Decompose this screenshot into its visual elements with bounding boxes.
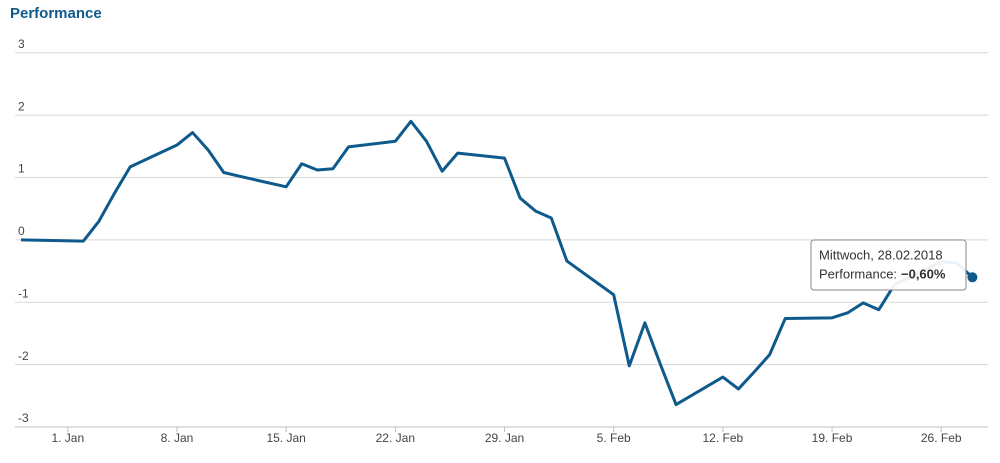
tooltip-date: Mittwoch, 28.02.2018 <box>819 247 943 262</box>
x-tick-label: 1. Jan <box>51 431 84 445</box>
chart-title: Performance <box>10 5 102 22</box>
y-tick-label: 1 <box>18 162 25 176</box>
x-tick-label: 5. Feb <box>597 431 631 445</box>
tooltip-value: −0,60% <box>901 266 946 281</box>
x-tick-label: 8. Jan <box>161 431 194 445</box>
y-tick-label: 2 <box>18 99 25 113</box>
x-tick-label: 29. Jan <box>485 431 524 445</box>
tooltip-label: Performance: <box>819 266 897 281</box>
y-tick-label: -2 <box>18 349 29 363</box>
y-tick-label: 3 <box>18 37 25 51</box>
hover-point <box>967 272 978 283</box>
tooltip: Mittwoch, 28.02.2018 Performance: −0,60% <box>810 239 967 291</box>
x-tick-label: 19. Feb <box>812 431 853 445</box>
y-tick-label: -1 <box>18 286 29 300</box>
x-tick-label: 12. Feb <box>703 431 744 445</box>
x-tick-label: 26. Feb <box>921 431 962 445</box>
x-tick-label: 22. Jan <box>376 431 415 445</box>
line <box>20 119 974 407</box>
tooltip-box <box>810 239 967 291</box>
y-tick-label: -3 <box>18 411 29 425</box>
x-tick-label: 15. Jan <box>266 431 305 445</box>
y-tick-label: 0 <box>18 224 25 238</box>
